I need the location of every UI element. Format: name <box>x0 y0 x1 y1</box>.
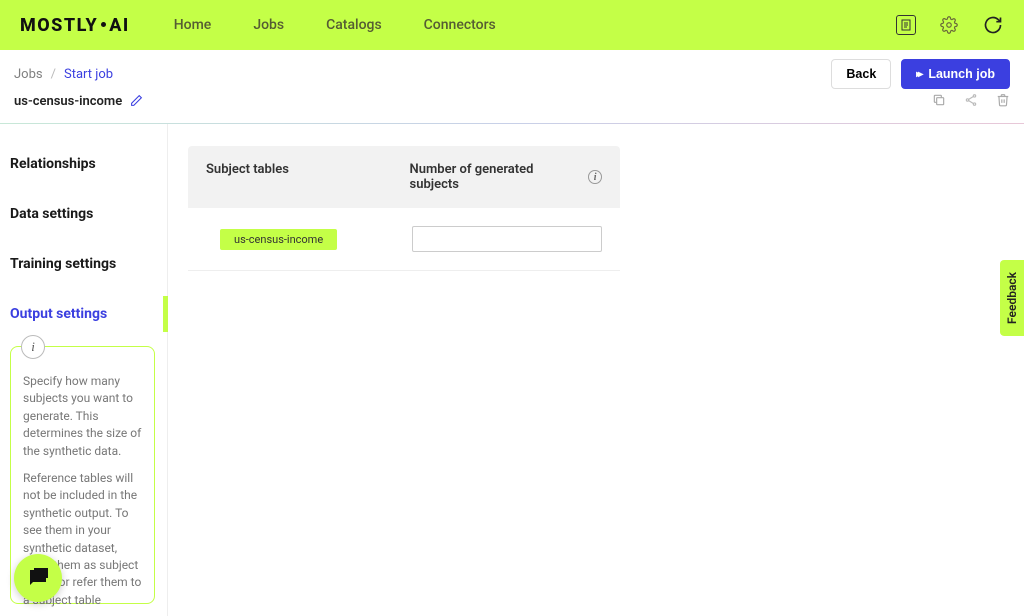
generated-subjects-input[interactable] <box>412 226 602 252</box>
breadcrumb-current: Start job <box>64 67 113 82</box>
col-header-subject: Subject tables <box>206 162 410 192</box>
sidebar-item-training-settings[interactable]: Training settings <box>10 246 167 282</box>
copy-icon[interactable] <box>932 92 946 111</box>
table-row: us-census-income <box>188 208 620 271</box>
logo[interactable]: MOSTLY AI <box>20 15 130 36</box>
logo-text-1: MOSTLY <box>20 15 98 36</box>
launch-label: Launch job <box>928 67 995 81</box>
job-title: us-census-income <box>14 94 122 109</box>
sidebar: Relationships Data settings Training set… <box>0 124 168 616</box>
info-text-1: Specify how many subjects you want to ge… <box>23 373 142 460</box>
sidebar-item-relationships[interactable]: Relationships <box>10 146 167 182</box>
nav-catalogs[interactable]: Catalogs <box>326 17 382 33</box>
fast-forward-icon: ▸▸ <box>916 69 920 80</box>
share-icon[interactable] <box>964 92 978 111</box>
chat-button[interactable] <box>14 554 62 602</box>
top-navbar: MOSTLY AI Home Jobs Catalogs Connectors <box>0 0 1024 50</box>
title-row: us-census-income <box>0 92 1024 123</box>
nav-connectors[interactable]: Connectors <box>424 17 496 33</box>
launch-job-button[interactable]: ▸▸ Launch job <box>901 59 1010 89</box>
panel-header: Subject tables Number of generated subje… <box>188 146 620 208</box>
title-actions <box>932 92 1010 111</box>
breadcrumb-root[interactable]: Jobs <box>14 67 43 82</box>
subject-table-tag[interactable]: us-census-income <box>220 229 337 250</box>
docs-icon[interactable] <box>896 15 916 35</box>
logo-text-2: AI <box>109 15 130 36</box>
topbar-right <box>896 14 1004 36</box>
settings-icon[interactable] <box>938 14 960 36</box>
delete-icon[interactable] <box>996 92 1010 111</box>
feedback-tab[interactable]: Feedback <box>1000 260 1024 336</box>
edit-title-icon[interactable] <box>130 92 143 111</box>
body: Relationships Data settings Training set… <box>0 124 1024 616</box>
sidebar-item-output-settings[interactable]: Output settings <box>10 296 167 332</box>
breadcrumb-sep: / <box>51 67 56 82</box>
logo-dot-icon <box>101 22 106 27</box>
nav-home[interactable]: Home <box>174 17 212 33</box>
main-content: Subject tables Number of generated subje… <box>168 124 1024 616</box>
header-row: Jobs / Start job Back ▸▸ Launch job <box>0 50 1024 92</box>
info-icon: i <box>21 335 45 359</box>
nav-jobs[interactable]: Jobs <box>253 17 284 33</box>
nav-links: Home Jobs Catalogs Connectors <box>174 17 496 33</box>
sidebar-item-data-settings[interactable]: Data settings <box>10 196 167 232</box>
breadcrumb: Jobs / Start job <box>14 67 113 82</box>
header-actions: Back ▸▸ Launch job <box>831 59 1010 89</box>
chat-icon <box>26 566 50 590</box>
info-icon[interactable]: i <box>588 170 602 184</box>
col-num-label: Number of generated subjects <box>410 162 581 192</box>
col-header-num: Number of generated subjects i <box>410 162 602 192</box>
refresh-icon[interactable] <box>982 14 1004 36</box>
back-button[interactable]: Back <box>831 59 891 89</box>
